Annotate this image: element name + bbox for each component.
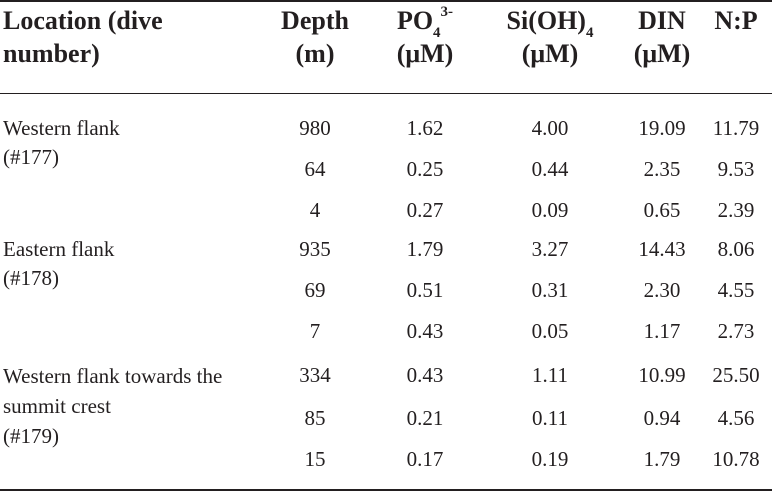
table-bottom-rule	[0, 489, 772, 491]
location-cell-177: Western flank (#177)	[3, 114, 120, 172]
np-cell: 10.78	[712, 447, 760, 471]
din-cell: 1.17	[643, 319, 681, 343]
header-din-line1: DIN	[638, 6, 686, 35]
dive-number: (#179)	[3, 424, 59, 448]
sioh4-subscript: 4	[585, 25, 594, 42]
depth-cell: 4	[309, 198, 321, 222]
din-cell: 2.30	[643, 278, 681, 302]
po4-cell: 0.25	[406, 157, 444, 181]
header-depth-line2: (m)	[295, 39, 335, 68]
po4-cell: 0.21	[406, 406, 444, 430]
sioh4-cell: 0.44	[531, 157, 569, 181]
po4-cell: 0.43	[406, 319, 444, 343]
po4-cell: 1.62	[406, 116, 444, 140]
location-cell-179: Western flank towards the summit crest (…	[3, 361, 222, 451]
header-location-line1: Location (dive	[3, 6, 163, 35]
location-text: Western flank towards the	[3, 364, 223, 388]
depth-cell: 7	[309, 319, 321, 343]
header-location-line2: number)	[3, 39, 100, 68]
po4-cell: 1.79	[406, 237, 444, 261]
header-sioh4-unit: (μM)	[521, 39, 579, 68]
dive-number: (#177)	[3, 145, 59, 169]
sioh4-cell: 0.19	[531, 447, 569, 471]
po4-subscript: 4	[433, 25, 441, 42]
header-rule	[0, 93, 772, 94]
depth-cell: 935	[299, 237, 331, 261]
location-text: Eastern flank	[3, 237, 115, 261]
location-cell-178: Eastern flank (#178)	[3, 235, 114, 293]
depth-cell: 64	[304, 157, 326, 181]
header-depth: Depth (m)	[270, 4, 360, 70]
po4-cell: 0.27	[406, 198, 444, 222]
np-cell: 8.06	[717, 237, 755, 261]
header-po4-formula: PO4 3-	[375, 4, 475, 41]
header-location: Location (dive number)	[3, 4, 163, 70]
din-cell: 14.43	[638, 237, 686, 261]
np-cell: 4.56	[717, 406, 755, 430]
sioh4-cell: 3.27	[531, 237, 569, 261]
location-text-cont: summit crest	[3, 394, 111, 418]
header-po4: PO4 3- (μM)	[375, 4, 475, 70]
np-cell: 11.79	[712, 116, 760, 140]
din-cell: 19.09	[638, 116, 686, 140]
depth-cell: 85	[304, 406, 326, 430]
sioh4-cell: 4.00	[531, 116, 569, 140]
din-cell: 10.99	[638, 363, 686, 387]
header-sioh4: Si(OH)4 (μM)	[480, 4, 620, 70]
header-din: DIN (μM)	[622, 4, 702, 70]
table-top-rule	[0, 0, 772, 2]
din-cell: 0.65	[643, 198, 681, 222]
din-cell: 2.35	[643, 157, 681, 181]
np-cell: 9.53	[717, 157, 755, 181]
header-depth-line1: Depth	[281, 6, 349, 35]
sioh4-cell: 1.11	[532, 363, 568, 387]
depth-cell: 980	[299, 116, 331, 140]
sioh4-cell: 0.05	[531, 319, 569, 343]
din-cell: 0.94	[643, 406, 681, 430]
po4-superscript: 3-	[440, 4, 454, 21]
din-cell: 1.79	[643, 447, 681, 471]
po4-cell: 0.43	[406, 363, 444, 387]
header-din-line2: (μM)	[633, 39, 691, 68]
np-cell: 2.73	[717, 319, 755, 343]
po4-base: PO	[396, 6, 434, 35]
np-cell: 4.55	[717, 278, 755, 302]
sioh4-cell: 0.09	[531, 198, 569, 222]
header-np: N:P	[703, 4, 769, 37]
sioh4-cell: 0.31	[531, 278, 569, 302]
sioh4-cell: 0.11	[532, 406, 568, 430]
depth-cell: 69	[304, 278, 326, 302]
depth-cell: 15	[304, 447, 326, 471]
np-cell: 2.39	[717, 198, 755, 222]
po4-cell: 0.17	[406, 447, 444, 471]
po4-cell: 0.51	[406, 278, 444, 302]
header-np-label: N:P	[714, 6, 758, 35]
dive-number: (#178)	[3, 266, 59, 290]
np-cell: 25.50	[712, 363, 760, 387]
sioh4-base: Si(OH)	[506, 6, 586, 35]
depth-cell: 334	[299, 363, 331, 387]
header-sioh4-formula: Si(OH)4	[480, 4, 620, 41]
location-text: Western flank	[3, 116, 120, 140]
header-po4-unit: (μM)	[396, 39, 454, 68]
